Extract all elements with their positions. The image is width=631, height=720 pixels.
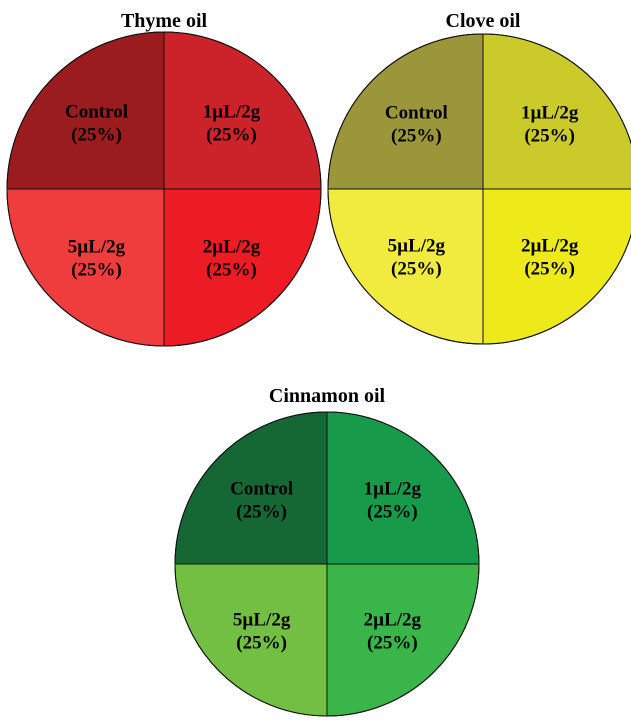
thyme-slice-label-4: 2µL/2g (25%) bbox=[203, 237, 261, 281]
cinnamon-slice-label-2: 1µL/2g (25%) bbox=[364, 479, 422, 523]
cinnamon-slice-label-3: 5µL/2g (25%) bbox=[233, 609, 291, 653]
cinnamon-slice-percent-2: (25%) bbox=[367, 502, 418, 523]
clove-slice-name-1: Control bbox=[385, 102, 448, 123]
thyme-slice-name-1: Control bbox=[65, 101, 128, 122]
clove-slice-label-3: 5µL/2g (25%) bbox=[388, 236, 446, 280]
clove-slice-percent-1: (25%) bbox=[391, 125, 442, 146]
cinnamon-slice-percent-3: (25%) bbox=[236, 632, 287, 653]
clove-slice-label-4: 2µL/2g (25%) bbox=[521, 236, 579, 280]
cinnamon-oil-title: Cinnamon oil bbox=[268, 385, 386, 407]
thyme-slice-name-4: 2µL/2g bbox=[203, 237, 261, 258]
thyme-slice-name-3: 5µL/2g bbox=[68, 237, 126, 258]
thyme-slice-label-3: 5µL/2g (25%) bbox=[68, 237, 126, 281]
thyme-slice-percent-4: (25%) bbox=[206, 260, 257, 281]
thyme-slice-label-2: 1µL/2g (25%) bbox=[203, 101, 261, 145]
cinnamon-slice-label-4: 2µL/2g (25%) bbox=[364, 609, 422, 653]
cinnamon-pie-outline bbox=[174, 411, 480, 717]
clove-oil-title: Clove oil bbox=[445, 10, 521, 32]
cinnamon-slice-percent-4: (25%) bbox=[367, 632, 418, 653]
clove-oil-pie: Control (25%)1µL/2g (25%)5µL/2g (25%)2µL/2g… bbox=[327, 33, 631, 345]
cinnamon-slice-name-1: Control bbox=[230, 479, 293, 500]
clove-slice-percent-3: (25%) bbox=[391, 259, 442, 280]
clove-slice-label-2: 1µL/2g (25%) bbox=[521, 102, 579, 146]
clove-slice-label-1: Control (25%) bbox=[385, 102, 448, 146]
thyme-oil-pie: Control (25%)1µL/2g (25%)5µL/2g (25%)2µL/2g… bbox=[6, 31, 322, 347]
cinnamon-slice-name-2: 1µL/2g bbox=[364, 479, 422, 500]
clove-slice-name-2: 1µL/2g bbox=[521, 102, 579, 123]
cinnamon-slice-name-3: 5µL/2g bbox=[233, 609, 291, 630]
cinnamon-slice-label-1: Control (25%) bbox=[230, 479, 293, 523]
thyme-slice-label-1: Control (25%) bbox=[65, 101, 128, 145]
thyme-pie-outline bbox=[6, 31, 322, 347]
thyme-slice-percent-3: (25%) bbox=[71, 260, 122, 281]
cinnamon-slice-percent-1: (25%) bbox=[236, 502, 287, 523]
thyme-slice-name-2: 1µL/2g bbox=[203, 101, 261, 122]
clove-slice-name-3: 5µL/2g bbox=[388, 236, 446, 257]
thyme-slice-percent-2: (25%) bbox=[206, 124, 257, 145]
clove-pie-outline bbox=[327, 33, 631, 345]
cinnamon-slice-name-4: 2µL/2g bbox=[364, 609, 422, 630]
thyme-oil-title: Thyme oil bbox=[120, 10, 208, 32]
clove-slice-percent-4: (25%) bbox=[524, 259, 575, 280]
clove-slice-percent-2: (25%) bbox=[524, 125, 575, 146]
cinnamon-oil-pie: Control (25%)1µL/2g (25%)5µL/2g (25%)2µL/2g… bbox=[174, 411, 480, 717]
thyme-slice-percent-1: (25%) bbox=[71, 124, 122, 145]
clove-slice-name-4: 2µL/2g bbox=[521, 236, 579, 257]
